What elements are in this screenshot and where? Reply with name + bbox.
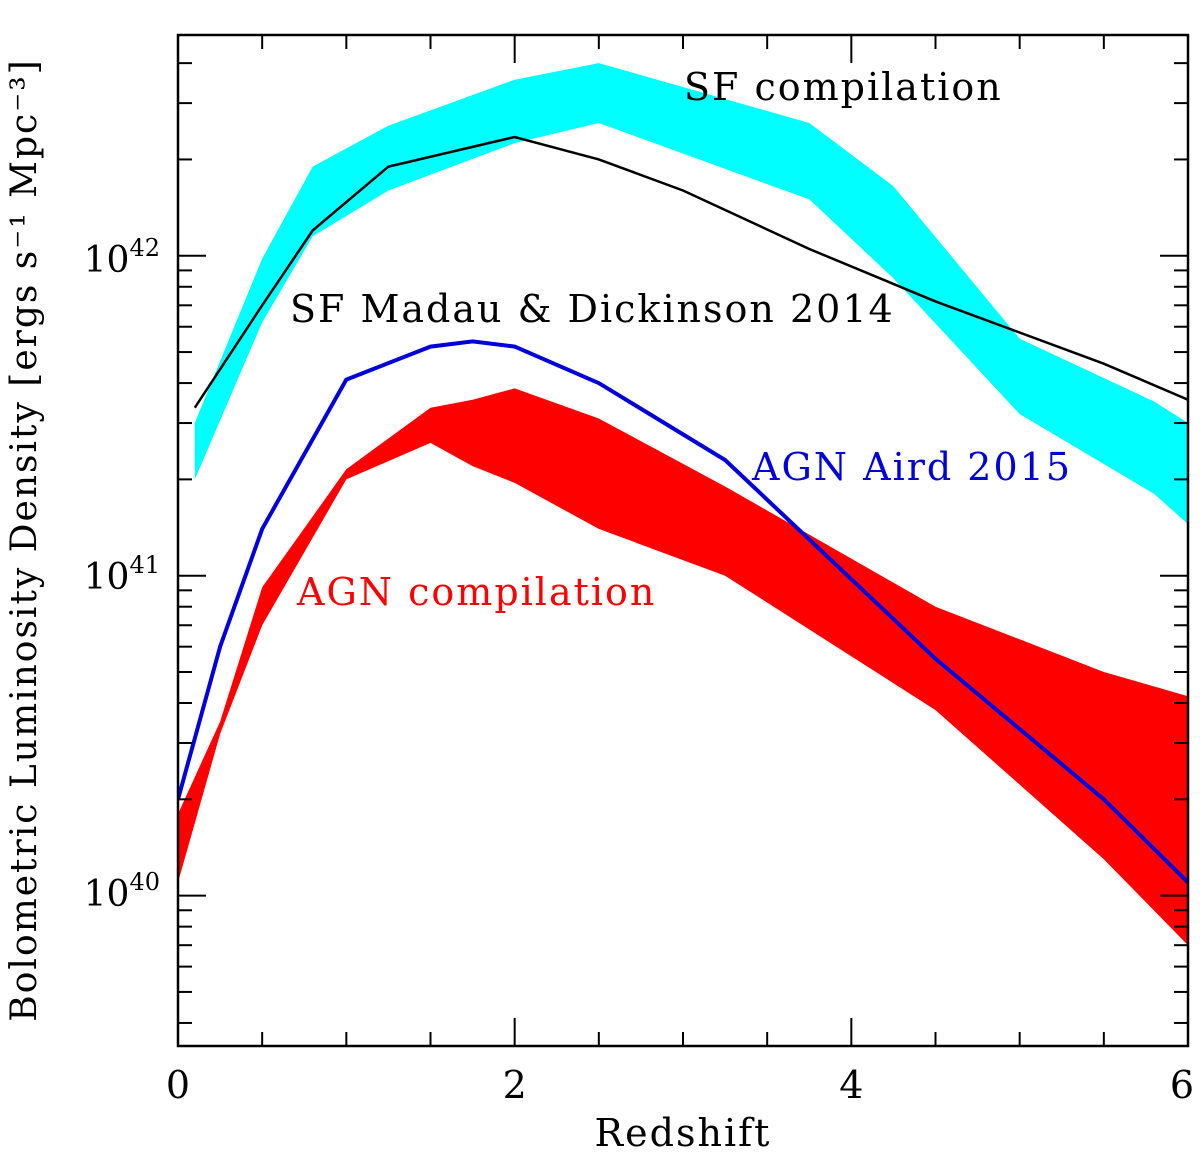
y-tick-base: 10	[84, 557, 130, 598]
y-tick-exp: 41	[129, 551, 160, 579]
band-layer	[178, 63, 1188, 946]
tick-layer	[178, 35, 1188, 1046]
annotation-sf-madau-dickinson: SF Madau & Dickinson 2014	[290, 287, 895, 331]
y-axis-label: Bolometric Luminosity Density [ergs s⁻¹ …	[4, 58, 45, 1021]
x-axis-label: Redshift	[595, 1111, 772, 1155]
y-tick-exp: 42	[129, 234, 160, 262]
y-tick-exp: 40	[129, 868, 160, 896]
y-tick-label-1e41: 1041	[84, 551, 160, 598]
y-tick-base: 10	[84, 240, 130, 281]
x-tick-label-0: 0	[166, 1063, 190, 1107]
x-tick-label-6: 6	[1170, 1063, 1194, 1107]
line-layer	[178, 135, 1188, 884]
sf-compilation-band	[194, 63, 1188, 525]
annotation-agn-aird: AGN Aird 2015	[751, 445, 1072, 489]
x-tick-label-2: 2	[503, 1063, 527, 1107]
annotation-sf-compilation: SF compilation	[684, 65, 1003, 109]
agn-aird-line	[178, 339, 1188, 884]
annotation-agn-compilation: AGN compilation	[296, 570, 656, 614]
y-tick-label-1e40: 1040	[84, 868, 160, 915]
x-tick-label-4: 4	[839, 1063, 863, 1107]
y-tick-label-1e42: 1042	[84, 234, 160, 281]
y-tick-base: 10	[84, 874, 130, 915]
sf-madau-dickinson-line	[193, 135, 1188, 409]
agn-compilation-band	[178, 388, 1188, 946]
